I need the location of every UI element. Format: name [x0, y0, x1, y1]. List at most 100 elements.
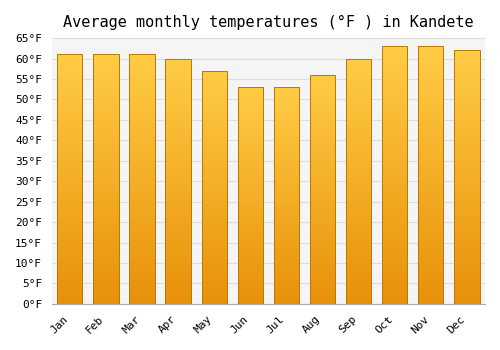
Bar — [346, 266, 372, 267]
Bar — [130, 111, 154, 112]
Bar — [310, 228, 335, 230]
Bar — [310, 275, 335, 276]
Bar — [57, 253, 82, 254]
Bar — [130, 168, 154, 169]
Bar — [418, 220, 444, 222]
Bar — [310, 289, 335, 290]
Bar — [310, 99, 335, 100]
Bar — [310, 144, 335, 145]
Bar — [382, 154, 407, 156]
Bar — [382, 77, 407, 78]
Bar — [346, 130, 372, 131]
Bar — [418, 226, 444, 228]
Bar — [418, 74, 444, 75]
Bar — [346, 229, 372, 230]
Bar — [166, 82, 190, 83]
Bar — [310, 296, 335, 297]
Bar — [57, 177, 82, 178]
Bar — [166, 58, 190, 304]
Bar — [418, 169, 444, 170]
Bar — [274, 154, 299, 155]
Bar — [382, 296, 407, 297]
Bar — [382, 225, 407, 226]
Bar — [274, 96, 299, 97]
Bar — [418, 260, 444, 261]
Bar — [202, 288, 227, 289]
Bar — [274, 290, 299, 291]
Bar — [238, 198, 263, 199]
Bar — [57, 293, 82, 294]
Bar — [166, 273, 190, 274]
Bar — [238, 264, 263, 265]
Bar — [57, 246, 82, 248]
Bar — [418, 103, 444, 104]
Bar — [130, 61, 154, 62]
Bar — [346, 70, 372, 71]
Bar — [274, 169, 299, 170]
Bar — [57, 229, 82, 230]
Bar — [202, 111, 227, 112]
Bar — [310, 210, 335, 211]
Bar — [93, 181, 118, 182]
Bar — [130, 138, 154, 139]
Bar — [238, 242, 263, 243]
Bar — [418, 299, 444, 300]
Bar — [418, 190, 444, 192]
Bar — [310, 295, 335, 296]
Bar — [57, 199, 82, 201]
Bar — [130, 128, 154, 129]
Bar — [310, 288, 335, 289]
Bar — [346, 195, 372, 196]
Bar — [418, 114, 444, 116]
Bar — [274, 121, 299, 122]
Bar — [454, 158, 479, 159]
Bar — [274, 190, 299, 191]
Bar — [130, 270, 154, 272]
Bar — [166, 241, 190, 243]
Bar — [346, 143, 372, 145]
Bar — [454, 300, 479, 301]
Bar — [202, 144, 227, 145]
Bar — [57, 127, 82, 128]
Bar — [93, 169, 118, 170]
Bar — [202, 256, 227, 257]
Bar — [238, 276, 263, 277]
Bar — [418, 278, 444, 279]
Bar — [202, 249, 227, 250]
Bar — [346, 234, 372, 235]
Bar — [454, 166, 479, 167]
Bar — [382, 148, 407, 149]
Bar — [202, 211, 227, 212]
Bar — [57, 202, 82, 203]
Bar — [382, 223, 407, 224]
Bar — [346, 293, 372, 294]
Bar — [93, 193, 118, 194]
Bar — [454, 208, 479, 209]
Bar — [454, 182, 479, 183]
Bar — [130, 56, 154, 57]
Bar — [57, 270, 82, 272]
Bar — [238, 258, 263, 259]
Bar — [238, 240, 263, 241]
Bar — [166, 184, 190, 185]
Bar — [57, 203, 82, 204]
Bar — [130, 170, 154, 172]
Bar — [57, 224, 82, 225]
Bar — [238, 163, 263, 164]
Bar — [346, 189, 372, 190]
Bar — [202, 240, 227, 241]
Bar — [166, 138, 190, 140]
Bar — [418, 154, 444, 156]
Bar — [130, 129, 154, 131]
Bar — [130, 278, 154, 279]
Bar — [166, 201, 190, 202]
Bar — [202, 105, 227, 106]
Bar — [418, 58, 444, 59]
Bar — [274, 226, 299, 227]
Bar — [238, 177, 263, 178]
Bar — [166, 79, 190, 80]
Bar — [202, 71, 227, 304]
Bar — [130, 158, 154, 159]
Bar — [418, 183, 444, 184]
Bar — [202, 289, 227, 290]
